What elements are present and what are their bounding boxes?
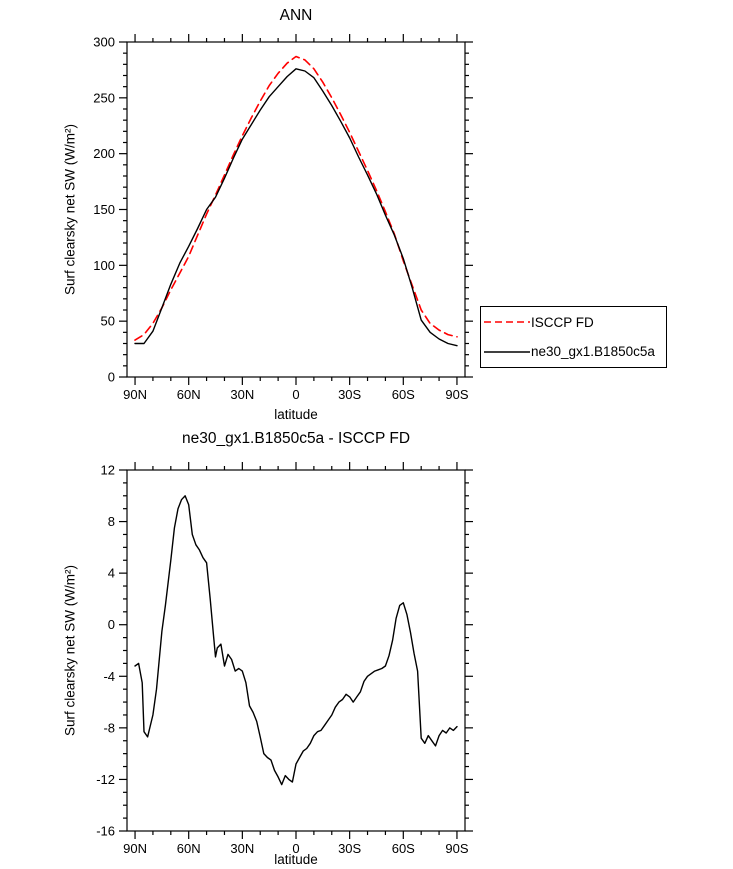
bottom-chart-title: ne30_gx1.B1850c5a - ISCCP FD bbox=[181, 430, 411, 447]
top-chart-y-axis-label: Surf clearsky net SW (W/m²) bbox=[62, 124, 78, 296]
top-chart-x-axis-label: latitude bbox=[274, 407, 318, 422]
y-tick-label: -4 bbox=[103, 669, 115, 684]
y-tick-label: 200 bbox=[93, 146, 115, 161]
y-tick-label: 250 bbox=[93, 90, 115, 105]
x-tick-label: 0 bbox=[292, 841, 299, 856]
x-tick-label: 30S bbox=[338, 841, 361, 856]
y-tick-label: 150 bbox=[93, 202, 115, 217]
series-line-isccp-fd bbox=[134, 55, 458, 341]
x-tick-label: 90N bbox=[123, 841, 147, 856]
y-tick-label: 300 bbox=[93, 35, 115, 50]
top-chart-plot: 90N 60N 30N 0 30S 60S 90S 0 50 100 150 200 250 300 bbox=[93, 34, 473, 402]
plot-frame bbox=[126, 41, 466, 378]
y-tick-label: 50 bbox=[101, 314, 115, 329]
legend-label-isccp-fd: ISCCP FD bbox=[531, 314, 594, 330]
y-tick-label: -12 bbox=[96, 772, 115, 787]
x-tick-label: 60S bbox=[392, 841, 415, 856]
bottom-chart-plot: 90N 60N 30N 0 30S 60S 90S -16 -12 -8 -4 0 4 8 12 bbox=[96, 462, 473, 856]
y-tick-label: 12 bbox=[101, 463, 115, 478]
top-chart-title: ANN bbox=[279, 7, 313, 24]
x-tick-label: 30N bbox=[230, 841, 254, 856]
bottom-chart-y-axis-label: Surf clearsky net SW (W/m²) bbox=[62, 565, 78, 737]
x-tick-label: 90S bbox=[445, 841, 468, 856]
x-tick-label: 60N bbox=[177, 841, 201, 856]
plot-frame bbox=[126, 469, 466, 832]
legend-entry-isccp-fd: ISCCP FD bbox=[484, 308, 666, 336]
legend: ISCCP FD ne30_gx1.B1850c5a bbox=[480, 306, 667, 368]
series-line-ne30-gx1-b1850c5a-isccp-fd bbox=[134, 495, 458, 786]
x-tick-label: 90N bbox=[123, 387, 147, 402]
legend-label-ne30: ne30_gx1.B1850c5a bbox=[531, 344, 655, 360]
x-tick-label: 90S bbox=[445, 387, 468, 402]
series-line-ne30-gx1-b1850c5a bbox=[134, 68, 458, 347]
x-tick-label: 0 bbox=[292, 387, 299, 402]
y-tick-label: 8 bbox=[108, 514, 115, 529]
y-tick-label: -8 bbox=[103, 720, 115, 735]
y-tick-label: -16 bbox=[96, 824, 115, 839]
y-tick-label: 4 bbox=[108, 566, 115, 581]
bottom-chart-x-axis-label: latitude bbox=[274, 852, 318, 867]
legend-solid-line-sample bbox=[484, 350, 530, 353]
y-tick-label: 0 bbox=[108, 617, 115, 632]
x-tick-label: 30N bbox=[230, 387, 254, 402]
legend-entry-ne30: ne30_gx1.B1850c5a bbox=[484, 338, 666, 366]
x-tick-label: 60N bbox=[177, 387, 201, 402]
x-tick-label: 60S bbox=[392, 387, 415, 402]
legend-dashed-line-sample bbox=[484, 321, 530, 324]
y-tick-label: 100 bbox=[93, 258, 115, 273]
y-tick-label: 0 bbox=[108, 370, 115, 385]
x-tick-label: 30S bbox=[338, 387, 361, 402]
